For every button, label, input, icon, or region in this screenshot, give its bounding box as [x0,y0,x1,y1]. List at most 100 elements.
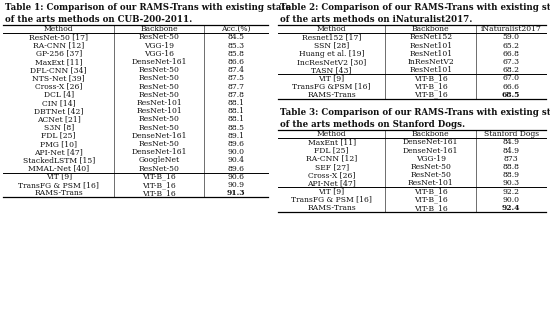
Text: ResNet152: ResNet152 [409,33,452,41]
Text: ViT-B_16: ViT-B_16 [414,91,448,99]
Text: 88.9: 88.9 [503,171,520,179]
Text: Backbone: Backbone [412,130,449,138]
Text: Cross-X [26]: Cross-X [26] [308,171,355,179]
Text: 86.6: 86.6 [228,58,245,66]
Text: StackedLSTM [15]: StackedLSTM [15] [23,156,95,164]
Text: Stanford Dogs: Stanford Dogs [483,130,538,138]
Text: 85.3: 85.3 [228,41,245,50]
Text: ResNet-50: ResNet-50 [139,74,180,82]
Text: GoogleNet: GoogleNet [139,156,180,164]
Text: 90.3: 90.3 [503,179,520,187]
Text: ResNet-50: ResNet-50 [139,33,180,41]
Text: ResNet-50: ResNet-50 [139,91,180,99]
Text: SEF [27]: SEF [27] [315,163,349,171]
Text: TASN [43]: TASN [43] [311,66,352,74]
Text: FDL [25]: FDL [25] [41,132,76,140]
Text: ResNet101: ResNet101 [409,41,452,50]
Text: ResNet101: ResNet101 [409,66,452,74]
Text: Table 1: Comparison of our RAMS-Trans with existing state
of the arts methods on: Table 1: Comparison of our RAMS-Trans wi… [5,3,291,24]
Text: TransFG &PSM [16]: TransFG &PSM [16] [293,83,371,90]
Text: VGG-19: VGG-19 [144,41,174,50]
Text: RA-CNN [12]: RA-CNN [12] [33,41,84,50]
Text: 90.4: 90.4 [228,156,245,164]
Text: RAMS-Trans: RAMS-Trans [307,204,356,212]
Text: FDL [25]: FDL [25] [315,147,349,154]
Text: VGG-19: VGG-19 [416,155,446,163]
Text: ResNet-101: ResNet-101 [408,179,454,187]
Text: DenseNet-161: DenseNet-161 [403,147,459,154]
Text: 84.9: 84.9 [503,147,520,154]
Text: ResNet-50: ResNet-50 [139,140,180,148]
Text: Table 3: Comparison of our RAMS-Trans with existing state
of the arts methods on: Table 3: Comparison of our RAMS-Trans wi… [280,108,550,129]
Text: DenseNet-161: DenseNet-161 [403,138,459,146]
Text: ACNet [21]: ACNet [21] [37,115,80,124]
Text: ViT [9]: ViT [9] [318,188,345,196]
Text: NTS-Net [39]: NTS-Net [39] [32,74,85,82]
Text: ResNet-101: ResNet-101 [136,107,182,115]
Text: 88.8: 88.8 [503,163,520,171]
Text: Method: Method [317,25,346,33]
Text: 89.6: 89.6 [228,140,245,148]
Text: RAMS-Trans: RAMS-Trans [307,91,356,99]
Text: MMAL-Net [40]: MMAL-Net [40] [28,165,89,173]
Text: ViT-B_16: ViT-B_16 [414,74,448,82]
Text: VGG-16: VGG-16 [144,50,174,58]
Text: ResNet101: ResNet101 [409,50,452,58]
Text: ViT-B_16: ViT-B_16 [142,189,176,197]
Text: 66.8: 66.8 [503,50,520,58]
Text: 89.1: 89.1 [228,132,245,140]
Text: 68.5: 68.5 [502,91,520,99]
Text: 85.8: 85.8 [228,50,245,58]
Text: 91.3: 91.3 [227,189,245,197]
Text: 87.4: 87.4 [228,66,245,74]
Text: MaxEnt [11]: MaxEnt [11] [307,138,356,146]
Text: 68.2: 68.2 [503,66,520,74]
Text: 84.5: 84.5 [228,33,245,41]
Text: ViT-B_16: ViT-B_16 [414,196,448,204]
Text: 90.9: 90.9 [228,181,245,189]
Text: Backbone: Backbone [412,25,449,33]
Text: 90.6: 90.6 [228,173,245,181]
Text: ViT [9]: ViT [9] [318,74,345,82]
Text: ViT-B_16: ViT-B_16 [142,181,176,189]
Text: Method: Method [44,25,74,33]
Text: Method: Method [317,130,346,138]
Text: ResNet-101: ResNet-101 [136,99,182,107]
Text: API-Net [47]: API-Net [47] [34,148,83,156]
Text: PMG [10]: PMG [10] [40,140,77,148]
Text: 65.2: 65.2 [503,41,520,50]
Text: InResNetV2: InResNetV2 [408,58,454,66]
Text: 88.1: 88.1 [228,107,245,115]
Text: 88.1: 88.1 [228,99,245,107]
Text: 87.7: 87.7 [228,83,245,90]
Text: 90.0: 90.0 [228,148,245,156]
Text: 873: 873 [504,155,519,163]
Text: API-Net [47]: API-Net [47] [307,179,356,187]
Text: DCL [4]: DCL [4] [43,91,74,99]
Text: ResNet-50: ResNet-50 [139,165,180,173]
Text: RA-CNN [12]: RA-CNN [12] [306,155,358,163]
Text: DenseNet-161: DenseNet-161 [131,132,187,140]
Text: 87.5: 87.5 [228,74,245,82]
Text: ViT-B_16: ViT-B_16 [414,188,448,196]
Text: Resnet152 [17]: Resnet152 [17] [302,33,361,41]
Text: ResNet-50: ResNet-50 [139,66,180,74]
Text: S3N [8]: S3N [8] [43,124,74,132]
Text: ViT-B_16: ViT-B_16 [142,173,176,181]
Text: 84.9: 84.9 [503,138,520,146]
Text: ResNet-50 [17]: ResNet-50 [17] [29,33,88,41]
Text: 92.4: 92.4 [502,204,520,212]
Text: Cross-X [26]: Cross-X [26] [35,83,82,90]
Text: ResNet-50: ResNet-50 [139,124,180,132]
Text: IncResNetV2 [30]: IncResNetV2 [30] [297,58,366,66]
Text: ViT [9]: ViT [9] [46,173,72,181]
Text: ResNet-50: ResNet-50 [139,83,180,90]
Text: 89.6: 89.6 [228,165,245,173]
Text: Huang et al. [19]: Huang et al. [19] [299,50,364,58]
Text: 92.2: 92.2 [503,188,520,196]
Text: SSN [28]: SSN [28] [314,41,349,50]
Text: 59.0: 59.0 [503,33,520,41]
Text: 88.1: 88.1 [228,115,245,124]
Text: 87.8: 87.8 [228,91,245,99]
Text: 67.3: 67.3 [503,58,520,66]
